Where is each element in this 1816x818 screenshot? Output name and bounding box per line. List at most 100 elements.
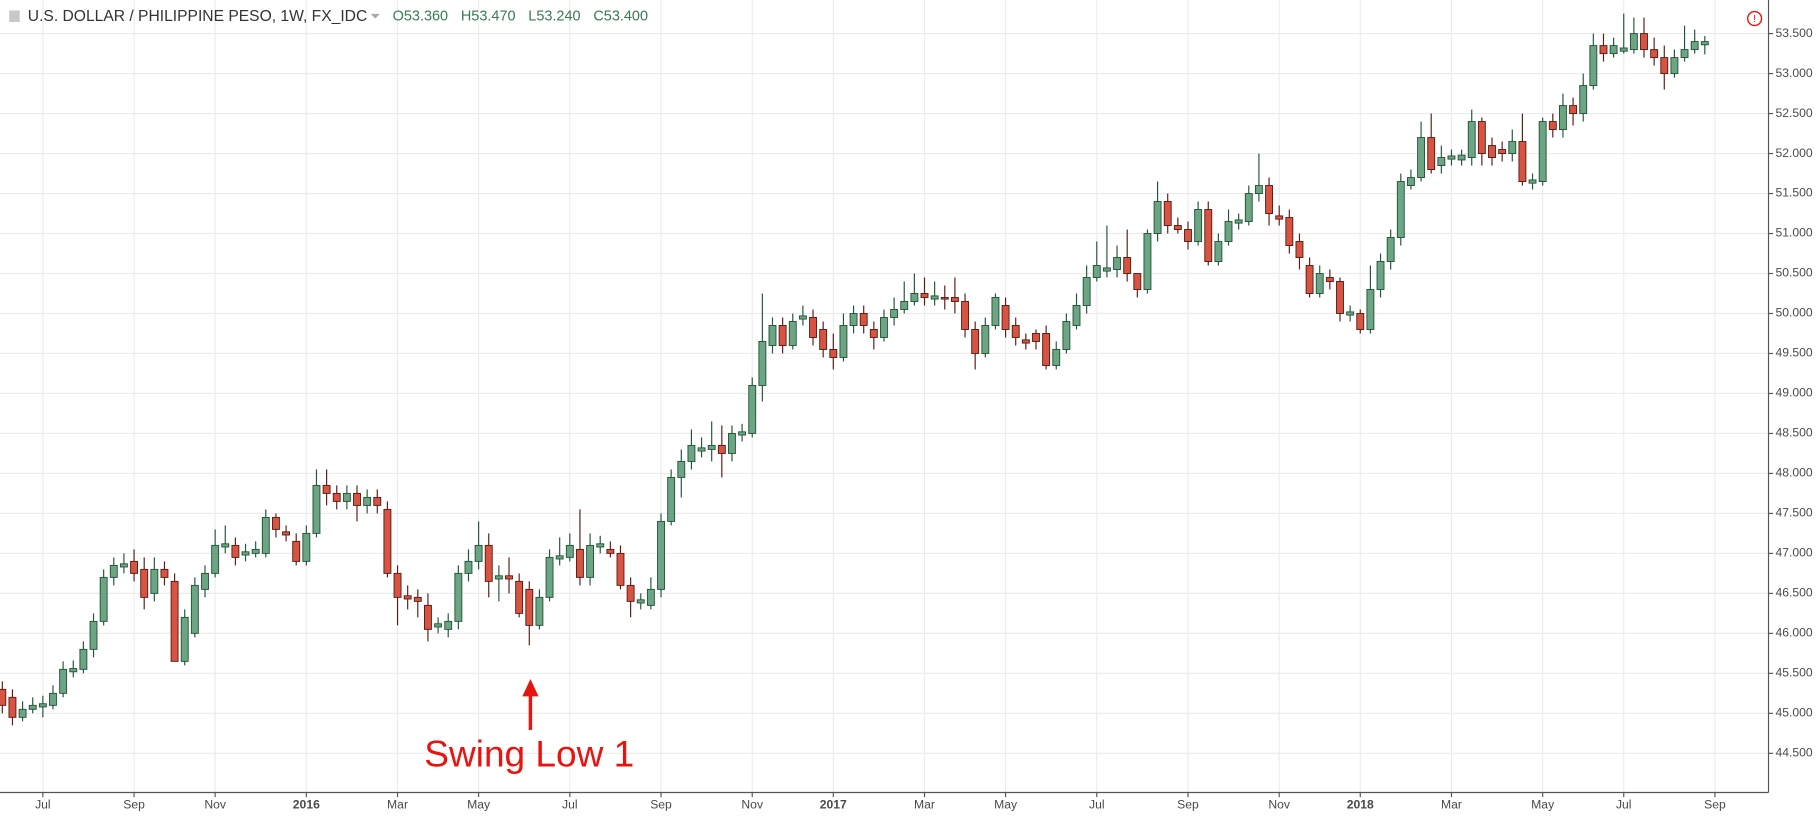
candle-body bbox=[859, 313, 868, 326]
candle-body bbox=[1062, 321, 1071, 350]
candle-body bbox=[332, 492, 341, 502]
symbol-icon[interactable] bbox=[9, 10, 20, 23]
candle-body bbox=[900, 301, 909, 310]
candle-body bbox=[1690, 41, 1699, 51]
candle-body bbox=[302, 532, 311, 562]
candle-body bbox=[464, 560, 473, 574]
x-tick-label: May bbox=[467, 797, 491, 811]
candle-body bbox=[1305, 265, 1314, 294]
candle-body bbox=[1336, 281, 1344, 314]
candle-body bbox=[413, 596, 422, 602]
y-tick-label: 50.000 bbox=[1775, 306, 1812, 320]
candle-body bbox=[1194, 209, 1203, 242]
candle-body bbox=[555, 555, 564, 560]
candle-body bbox=[1406, 177, 1415, 186]
ohlc-header: O53.360 H53.470 L53.240 C53.400 bbox=[393, 9, 648, 25]
candle-body bbox=[1133, 273, 1142, 290]
candle-body bbox=[251, 548, 260, 554]
annotation-text: Swing Low 1 bbox=[424, 732, 634, 774]
annotation-arrow-head bbox=[522, 678, 539, 697]
candle-body bbox=[1254, 185, 1263, 194]
candle-body bbox=[1163, 201, 1172, 226]
symbol-dropdown[interactable] bbox=[370, 13, 380, 19]
candle-body bbox=[49, 692, 57, 706]
candle-body bbox=[363, 496, 372, 506]
candle-body bbox=[99, 576, 108, 622]
candle-body bbox=[1092, 265, 1101, 278]
candle-body bbox=[1032, 333, 1040, 342]
candle-body bbox=[1275, 215, 1284, 220]
candle-body bbox=[1011, 325, 1020, 338]
candle-body bbox=[211, 544, 220, 574]
candle-body bbox=[1437, 157, 1446, 167]
candle-body bbox=[961, 301, 969, 330]
candle-body bbox=[1214, 241, 1223, 262]
candle-body bbox=[1396, 181, 1405, 238]
x-tick-label: Mar bbox=[1441, 797, 1462, 811]
candle-body bbox=[829, 349, 838, 358]
x-tick-label: Jul bbox=[35, 797, 51, 811]
x-tick-label: Jul bbox=[1616, 797, 1632, 811]
x-tick-label: Sep bbox=[123, 797, 145, 811]
candle-body bbox=[190, 584, 199, 634]
candle-body bbox=[971, 329, 980, 354]
candle-body bbox=[1488, 145, 1496, 159]
candle-body bbox=[940, 297, 949, 300]
candle-body bbox=[809, 317, 817, 338]
candle-body bbox=[697, 447, 706, 452]
candle-body bbox=[778, 325, 787, 346]
candle-body bbox=[1173, 225, 1182, 230]
candle-body bbox=[1538, 121, 1547, 182]
candle-body bbox=[991, 297, 1000, 326]
candle-body bbox=[1082, 277, 1091, 306]
candle-body bbox=[221, 543, 230, 548]
alert-icon[interactable] bbox=[1746, 10, 1763, 27]
candle-body bbox=[596, 543, 605, 548]
y-tick-label: 50.500 bbox=[1775, 266, 1812, 280]
candle-body bbox=[1356, 313, 1365, 330]
ohlc-value: O53.360 bbox=[393, 9, 449, 25]
candle-body bbox=[505, 575, 513, 580]
candle-body bbox=[1569, 105, 1578, 115]
candle-body bbox=[282, 531, 291, 536]
x-tick-label: May bbox=[1531, 797, 1555, 811]
candle-body bbox=[1498, 149, 1507, 155]
candle-body bbox=[342, 492, 351, 502]
candle-body bbox=[1376, 261, 1385, 290]
candle-body bbox=[1244, 193, 1253, 222]
candle-body bbox=[1508, 141, 1517, 155]
y-tick-label: 49.500 bbox=[1775, 346, 1812, 360]
candle-body bbox=[819, 329, 828, 350]
candle-body bbox=[748, 384, 757, 434]
x-tick-label: 2018 bbox=[1347, 797, 1374, 811]
candle-body bbox=[1315, 273, 1324, 294]
candle-body bbox=[1386, 237, 1395, 262]
candle-body bbox=[1427, 137, 1436, 171]
candle-body bbox=[880, 317, 888, 338]
candle-body bbox=[890, 309, 899, 318]
candle-body bbox=[322, 484, 331, 494]
candle-body bbox=[1042, 333, 1051, 366]
alert-icon-mark: ! bbox=[1753, 14, 1756, 25]
candle-body bbox=[950, 297, 959, 302]
candle-body bbox=[646, 588, 655, 606]
x-tick-label: Nov bbox=[1268, 797, 1291, 811]
y-tick-label: 45.500 bbox=[1775, 666, 1812, 680]
y-tick-label: 51.000 bbox=[1775, 226, 1812, 240]
candle-body bbox=[312, 484, 321, 534]
candle-body bbox=[1285, 217, 1294, 246]
y-tick-label: 47.500 bbox=[1775, 506, 1812, 520]
candle-body bbox=[545, 556, 554, 598]
candle-body bbox=[1204, 209, 1213, 262]
candle-body bbox=[373, 496, 382, 506]
x-tick-label: Sep bbox=[1704, 797, 1726, 811]
candle-body bbox=[1589, 45, 1598, 87]
ohlc-value: L53.240 bbox=[528, 9, 580, 25]
candle-body bbox=[130, 560, 138, 574]
y-tick-label: 44.500 bbox=[1775, 746, 1812, 760]
y-tick-label: 46.000 bbox=[1775, 626, 1812, 640]
candle-body bbox=[606, 548, 615, 554]
candle-body bbox=[525, 588, 534, 626]
candle-body bbox=[616, 552, 625, 586]
